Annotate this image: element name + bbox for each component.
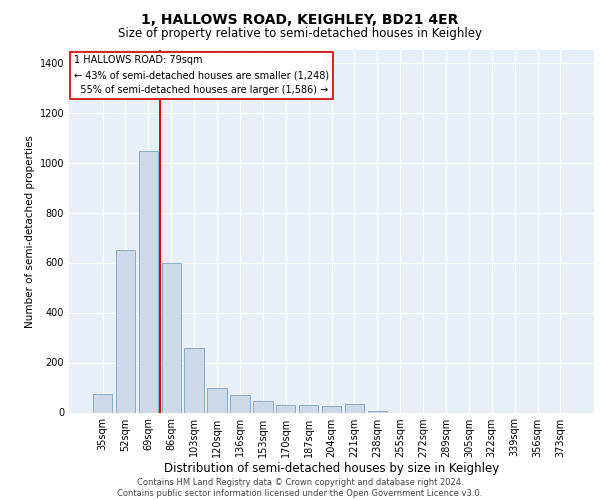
Bar bbox=[139, 152, 158, 412]
Bar bbox=[184, 348, 204, 412]
Bar bbox=[230, 395, 250, 412]
Bar bbox=[161, 262, 181, 412]
Bar bbox=[116, 250, 135, 412]
Bar bbox=[93, 394, 112, 412]
Bar bbox=[344, 404, 364, 412]
Bar bbox=[322, 406, 341, 412]
Bar bbox=[276, 405, 295, 412]
X-axis label: Distribution of semi-detached houses by size in Keighley: Distribution of semi-detached houses by … bbox=[164, 462, 499, 475]
Y-axis label: Number of semi-detached properties: Number of semi-detached properties bbox=[25, 135, 35, 328]
Text: 1, HALLOWS ROAD, KEIGHLEY, BD21 4ER: 1, HALLOWS ROAD, KEIGHLEY, BD21 4ER bbox=[142, 12, 458, 26]
Bar bbox=[253, 401, 272, 412]
Bar bbox=[299, 405, 319, 412]
Text: 1 HALLOWS ROAD: 79sqm
← 43% of semi-detached houses are smaller (1,248)
  55% of: 1 HALLOWS ROAD: 79sqm ← 43% of semi-deta… bbox=[74, 56, 329, 95]
Bar bbox=[208, 388, 227, 412]
Text: Contains HM Land Registry data © Crown copyright and database right 2024.
Contai: Contains HM Land Registry data © Crown c… bbox=[118, 478, 482, 498]
Text: Size of property relative to semi-detached houses in Keighley: Size of property relative to semi-detach… bbox=[118, 28, 482, 40]
Bar bbox=[368, 411, 387, 412]
